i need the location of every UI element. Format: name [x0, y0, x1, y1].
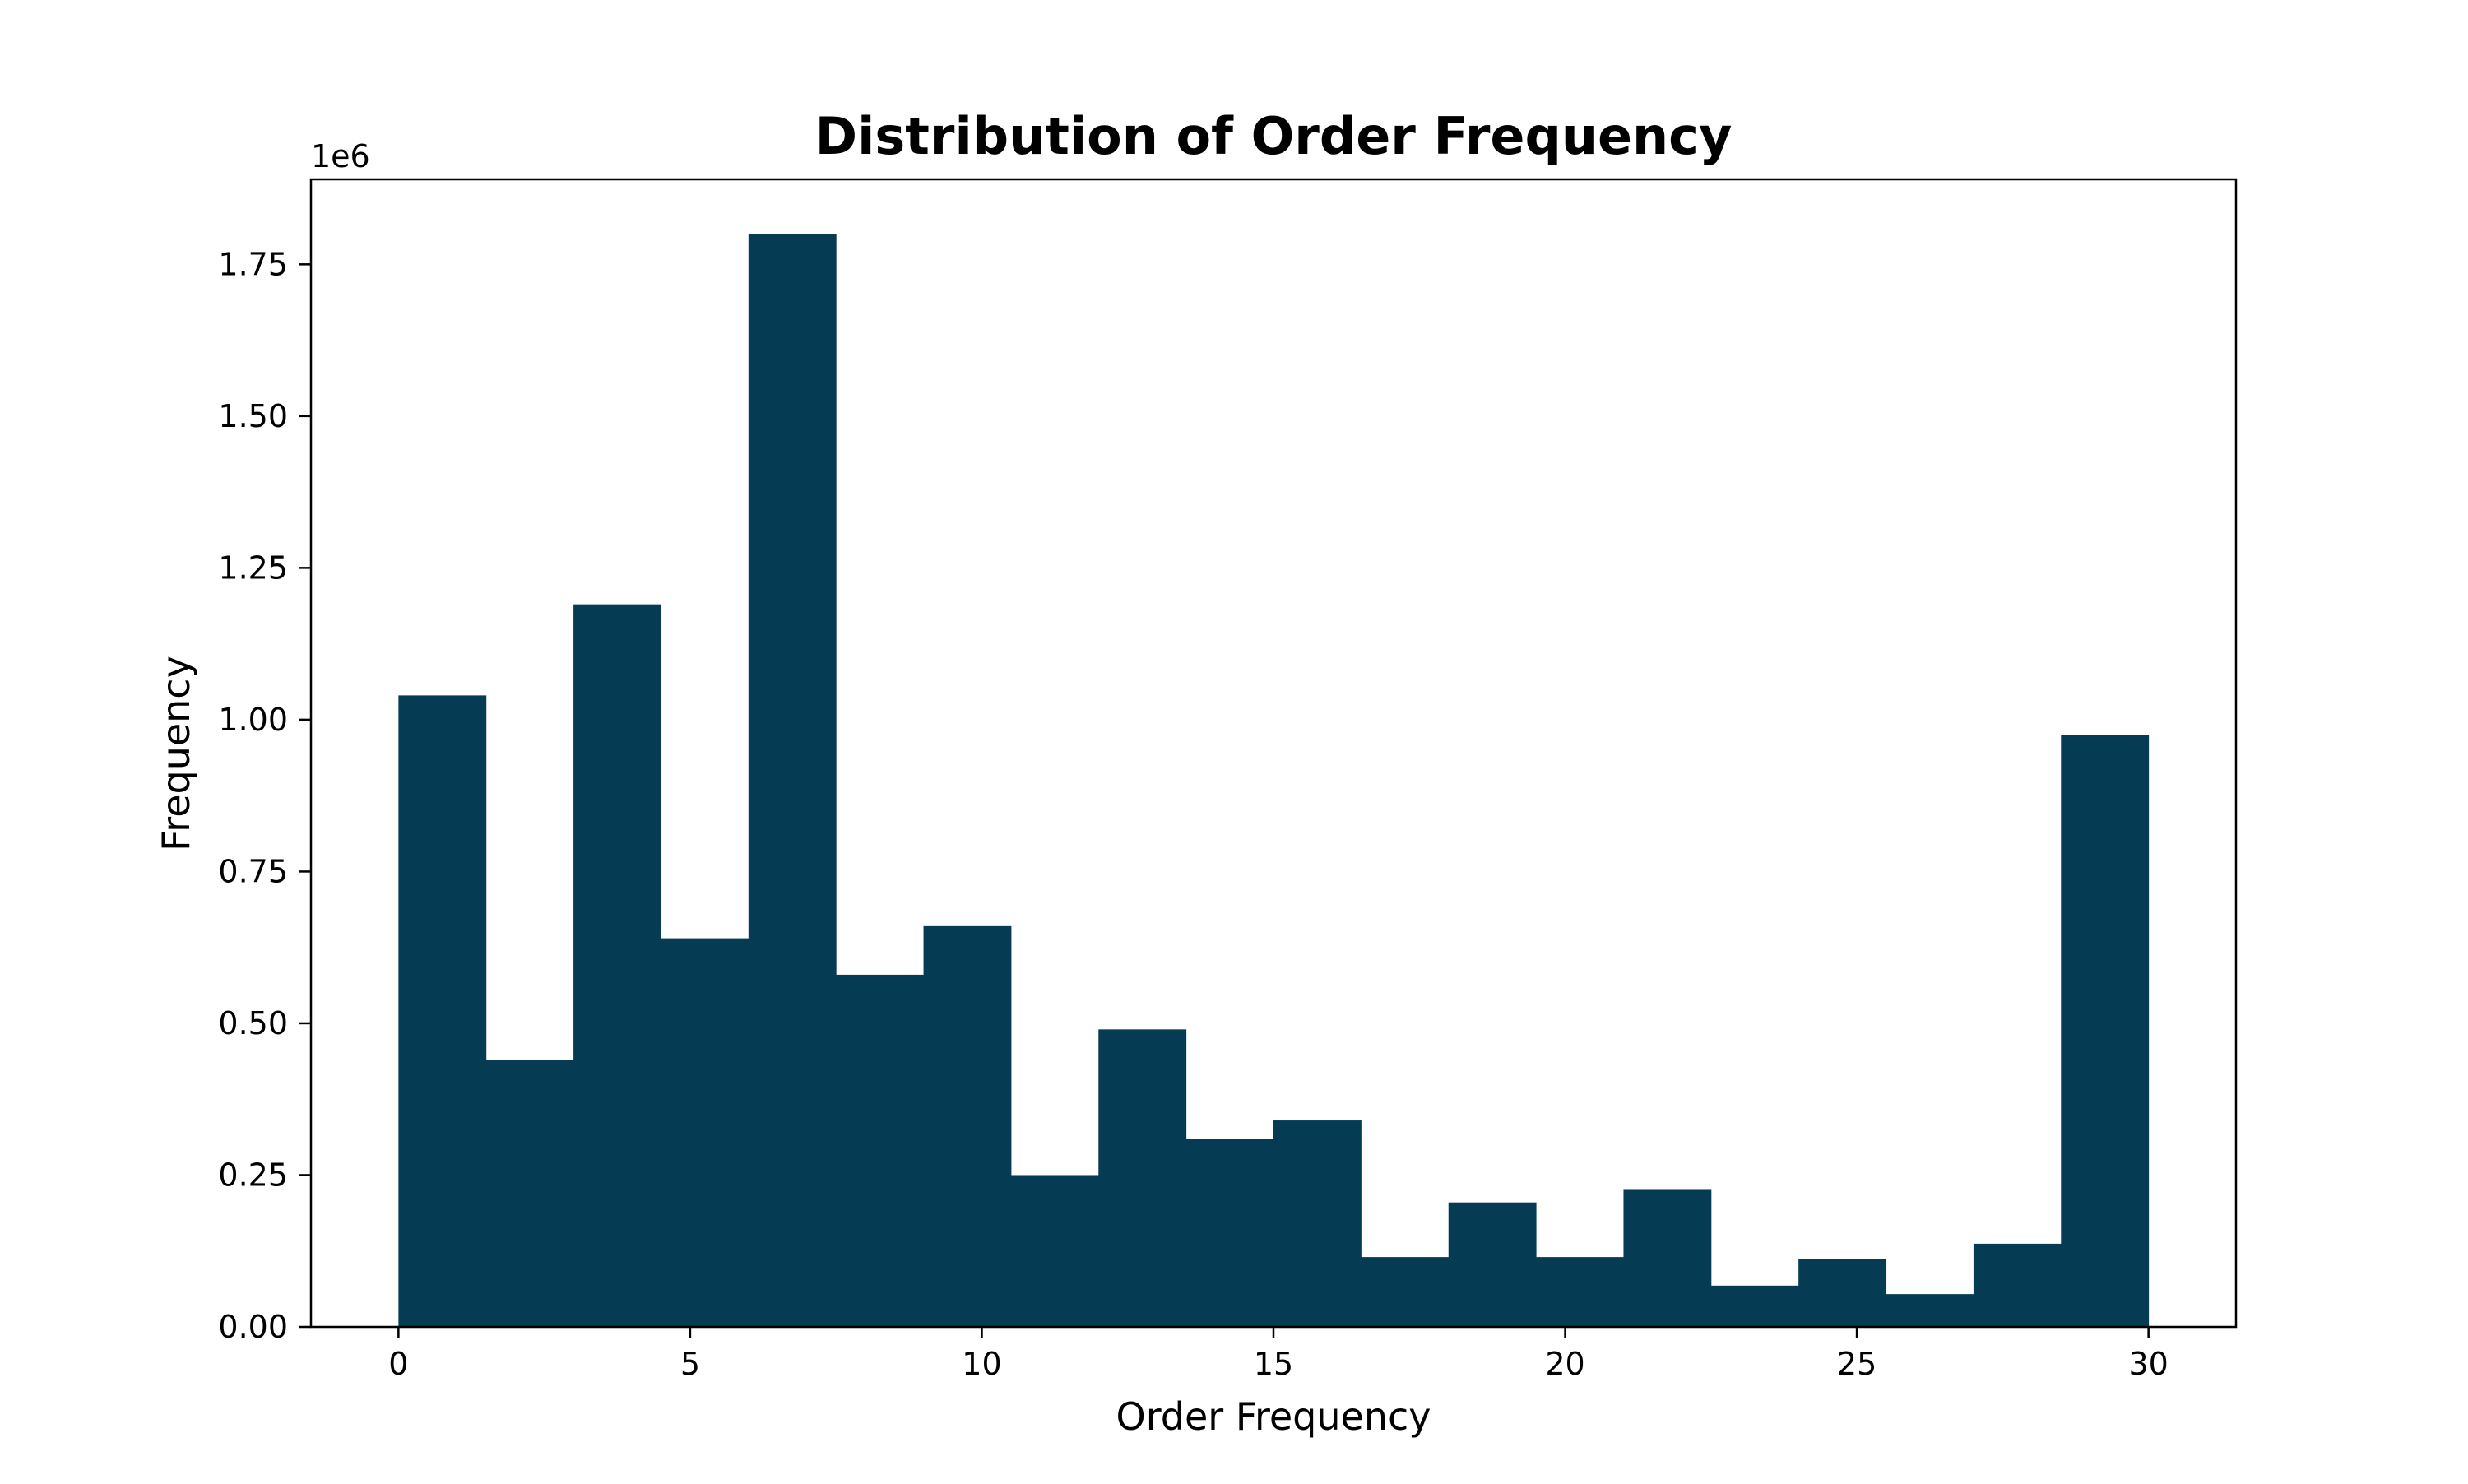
histogram-bar-19 — [2061, 735, 2150, 1327]
bars-layer — [398, 234, 2150, 1327]
x-tick-label: 25 — [1837, 1346, 1877, 1382]
y-tick-label: 1.00 — [218, 702, 288, 738]
x-tick-label: 10 — [962, 1346, 1001, 1382]
y-axis-ticks: 0.00 0.25 0.50 0.75 1.00 1.25 1.50 1.75 — [218, 246, 311, 1345]
histogram-bar-8 — [1098, 1029, 1187, 1327]
y-tick-label: 0.75 — [218, 853, 288, 889]
x-axis-ticks: 0 5 10 15 20 25 30 — [388, 1327, 2169, 1382]
y-axis-label: Frequency — [154, 656, 198, 851]
histogram-bar-3 — [661, 938, 749, 1327]
histogram-bar-7 — [1010, 1175, 1099, 1327]
x-tick-label: 5 — [680, 1346, 700, 1382]
y-axis-offset-label: 1e6 — [311, 138, 370, 174]
histogram-bar-9 — [1185, 1139, 1274, 1327]
histogram-bar-12 — [1448, 1202, 1537, 1327]
histogram-bar-10 — [1273, 1120, 1362, 1327]
y-tick-label: 1.75 — [218, 246, 288, 282]
histogram-bar-13 — [1536, 1257, 1624, 1327]
y-tick-label: 1.50 — [218, 398, 288, 434]
x-tick-label: 20 — [1545, 1346, 1584, 1382]
y-tick-label: 0.00 — [218, 1309, 288, 1345]
histogram-bar-4 — [748, 234, 837, 1327]
histogram-bar-6 — [923, 925, 1012, 1327]
histogram-bar-1 — [485, 1060, 574, 1327]
histogram-bar-0 — [398, 695, 487, 1327]
x-tick-label: 0 — [388, 1346, 408, 1382]
x-tick-label: 15 — [1254, 1346, 1293, 1382]
y-tick-label: 1.25 — [218, 550, 288, 586]
y-tick-label: 0.50 — [218, 1005, 288, 1041]
y-tick-label: 0.25 — [218, 1157, 288, 1193]
histogram-bar-11 — [1361, 1257, 1450, 1327]
histogram-bar-17 — [1886, 1294, 1974, 1327]
histogram-bar-14 — [1623, 1189, 1712, 1327]
histogram-bar-5 — [836, 974, 925, 1327]
histogram-bar-18 — [1973, 1243, 2062, 1327]
x-axis-label: Order Frequency — [1116, 1394, 1431, 1439]
histogram-bar-15 — [1710, 1285, 1799, 1327]
x-tick-label: 30 — [2128, 1346, 2168, 1382]
chart-title: Distribution of Order Frequency — [815, 106, 1733, 166]
histogram-bar-2 — [573, 604, 661, 1327]
histogram-bar-16 — [1798, 1259, 1887, 1327]
